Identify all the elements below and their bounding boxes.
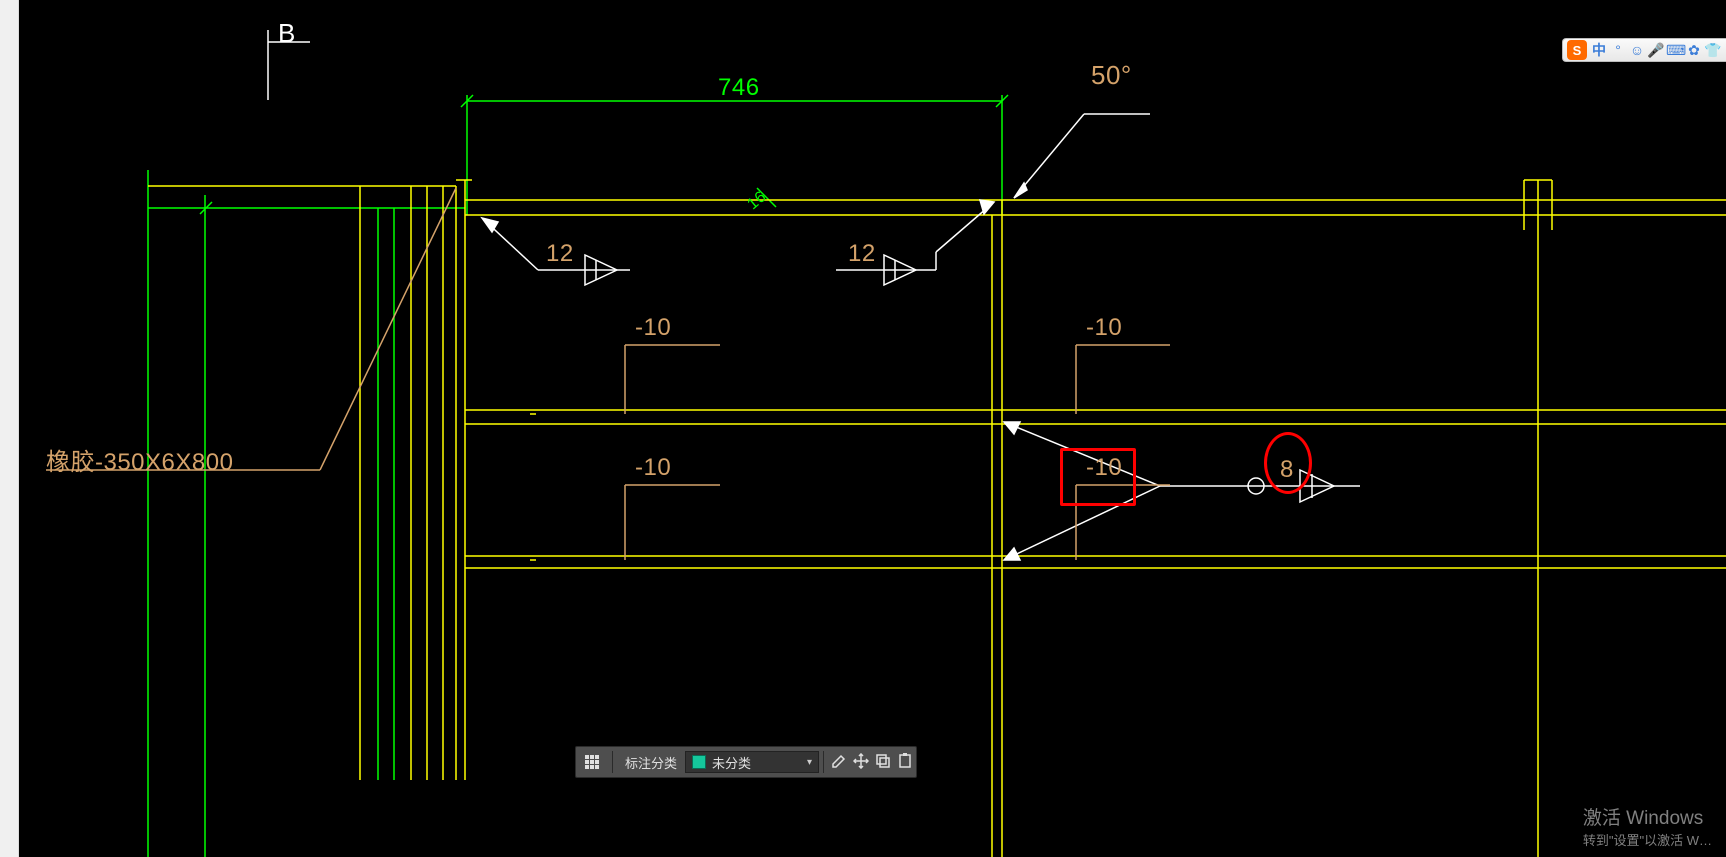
green-layer — [148, 95, 1008, 857]
sb-grid-button[interactable] — [576, 747, 608, 777]
copy-icon — [875, 753, 891, 769]
ime-punct-icon[interactable]: ° — [1609, 42, 1627, 58]
weld-12-left-text: 12 — [546, 240, 574, 268]
dim-746: 746 — [718, 74, 760, 102]
markup-red-ellipse — [1264, 432, 1312, 494]
sb-paste-button[interactable] — [894, 753, 916, 772]
ime-logo[interactable]: S — [1567, 40, 1587, 60]
activation-line2: 转到"设置"以激活 W… — [1583, 830, 1712, 849]
ime-emoji-icon[interactable]: ☺ — [1628, 42, 1646, 58]
activation-line1: 激活 Windows — [1583, 803, 1712, 830]
ime-toolbox-icon[interactable]: ✿ — [1685, 42, 1703, 59]
edit-icon — [831, 753, 847, 769]
ime-mode-chinese[interactable]: 中 — [1590, 40, 1608, 60]
move-icon — [853, 753, 869, 769]
paste-icon — [897, 753, 913, 769]
sb-label-annotation-class: 标注分类 — [617, 747, 685, 777]
yellow-layer — [148, 180, 1726, 857]
sb-move-button[interactable] — [850, 753, 872, 772]
annotation-statusbar: 标注分类 未分类 ▾ — [575, 746, 917, 778]
neg10-c: -10 — [1086, 314, 1122, 342]
windows-activation-watermark: 激活 Windows 转到"设置"以激活 W… — [1583, 803, 1712, 849]
ime-toolbar[interactable]: S 中 ° ☺ 🎤 ⌨ ✿ 👕 — [1562, 38, 1726, 62]
sb-copy-button[interactable] — [872, 753, 894, 772]
markup-red-box — [1060, 448, 1136, 506]
sb-separator — [612, 751, 613, 773]
note-rubber: 橡胶-350X6X800 — [46, 442, 233, 477]
sb-class-value: 未分类 — [712, 753, 751, 772]
ime-keyboard-icon[interactable]: ⌨ — [1666, 42, 1684, 59]
neg10-a: -10 — [635, 314, 671, 342]
sb-class-select[interactable]: 未分类 ▾ — [685, 751, 819, 773]
cad-canvas[interactable] — [0, 0, 1726, 857]
section-label-b: B — [278, 18, 296, 49]
ime-skin-icon[interactable]: 👕 — [1704, 42, 1722, 59]
angle-50: 50° — [1091, 60, 1132, 91]
white-layer — [268, 30, 1360, 560]
weld-12-right-text: 12 — [848, 240, 876, 268]
sb-edit-button[interactable] — [828, 753, 850, 772]
neg10-b: -10 — [635, 454, 671, 482]
chevron-down-icon: ▾ — [807, 757, 812, 768]
grid-icon — [584, 754, 600, 770]
ime-voice-icon[interactable]: 🎤 — [1647, 42, 1665, 59]
sb-swatch-icon — [692, 755, 706, 769]
sb-separator — [823, 751, 824, 773]
